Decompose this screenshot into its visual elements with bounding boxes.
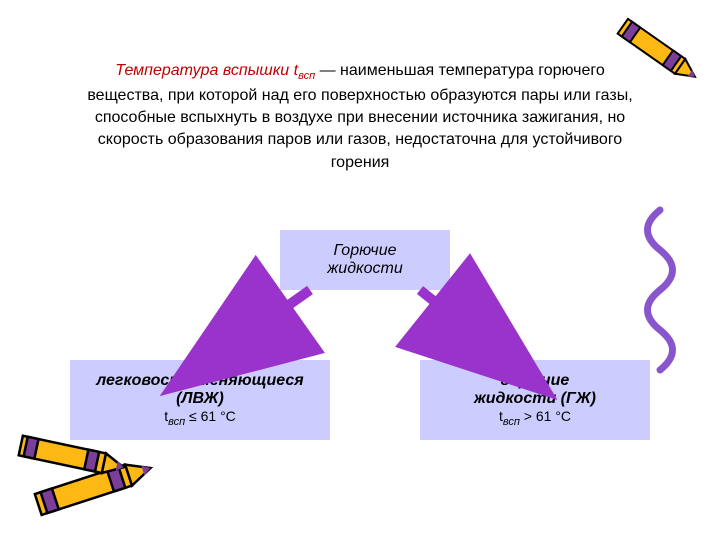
right-line2: жидкости (ГЖ) <box>474 390 596 408</box>
root-box: Горючие жидкости <box>280 230 450 290</box>
crayon-icon-bottom <box>5 405 185 535</box>
right-box: горючие жидкости (ГЖ) tвсп > 61 °С <box>420 360 650 440</box>
root-line2: жидкости <box>327 260 402 278</box>
definition-text: Температура вспышки tвсп — наименьшая те… <box>80 60 640 174</box>
root-line1: Горючие <box>334 242 397 260</box>
term-text: Температура вспышки tвсп <box>115 62 319 79</box>
right-line3: tвсп > 61 °С <box>499 408 571 428</box>
left-line1: легковоспламеняющиеся <box>96 372 303 390</box>
crayon-icon-top <box>595 5 715 95</box>
right-line1: горючие <box>501 372 570 390</box>
squiggle-decoration <box>630 200 690 380</box>
